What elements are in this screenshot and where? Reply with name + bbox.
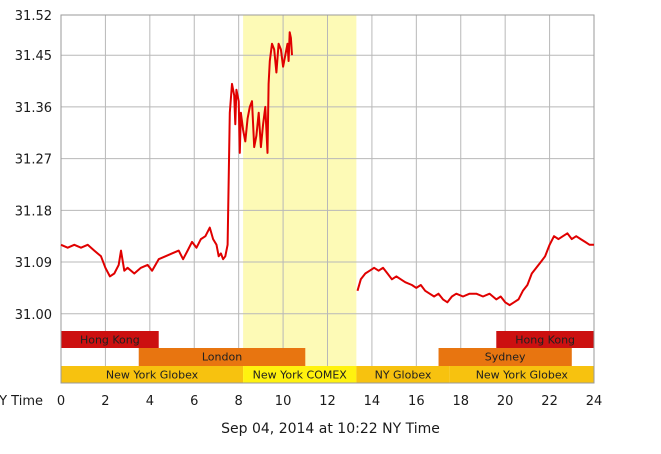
market-band-label: Sydney <box>485 351 526 364</box>
x-tick-label: 18 <box>452 394 469 409</box>
y-tick-label: 31.52 <box>15 9 52 24</box>
y-tick-label: 31.09 <box>15 256 52 271</box>
market-band <box>356 366 450 383</box>
y-tick-label: 31.36 <box>15 101 52 116</box>
y-tick-label: 31.18 <box>15 204 52 219</box>
x-tick-label: 8 <box>235 394 243 409</box>
x-tick-label: 6 <box>190 394 198 409</box>
x-tick-label: 12 <box>319 394 336 409</box>
x-tick-label: 20 <box>497 394 514 409</box>
x-tick-label: 22 <box>541 394 558 409</box>
price-series-line <box>356 232 594 307</box>
x-tick-label: 24 <box>586 394 603 409</box>
market-band-label: London <box>202 351 242 364</box>
highlight-window <box>243 15 357 383</box>
market-band <box>243 366 357 383</box>
market-band-label: New York COMEX <box>253 369 348 382</box>
y-tick-label: 31.45 <box>15 49 52 64</box>
market-band-label: New York Globex <box>106 369 199 382</box>
market-band <box>138 348 306 366</box>
chart-timestamp: Sep 04, 2014 at 10:22 NY Time <box>221 421 440 437</box>
market-band <box>449 366 594 383</box>
market-band <box>61 331 159 348</box>
x-axis-unit-label: NY Time <box>0 394 43 409</box>
plot-frame <box>60 14 595 384</box>
x-tick-label: 10 <box>275 394 292 409</box>
market-band-label: Hong Kong <box>515 334 575 347</box>
x-tick-label: 2 <box>101 394 109 409</box>
market-band-label: NY Globex <box>375 369 432 382</box>
y-tick-label: 31.00 <box>15 308 52 323</box>
market-band <box>61 366 244 383</box>
x-tick-label: 16 <box>408 394 425 409</box>
market-band <box>438 348 572 366</box>
market-band <box>496 331 594 348</box>
x-tick-label: 14 <box>364 394 381 409</box>
market-band-label: Hong Kong <box>80 334 140 347</box>
y-tick-label: 31.27 <box>15 153 52 168</box>
x-tick-label: 4 <box>146 394 154 409</box>
price-series-line <box>60 31 293 278</box>
x-tick-label: 0 <box>57 394 65 409</box>
market-band-label: New York Globex <box>476 369 569 382</box>
